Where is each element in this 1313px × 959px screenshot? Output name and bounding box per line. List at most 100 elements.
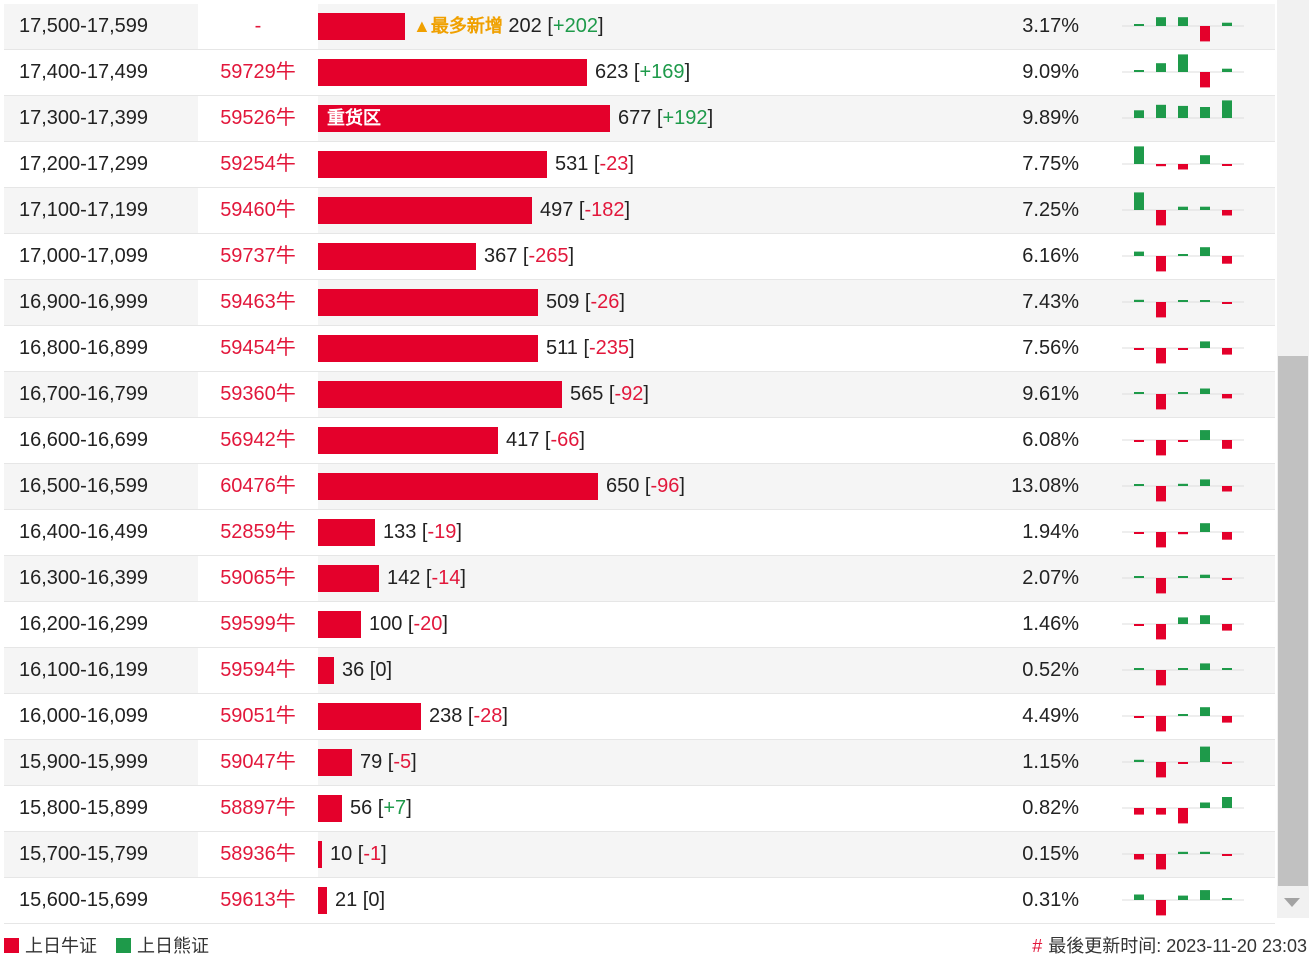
count-bar (318, 841, 322, 868)
cbbc-code-link[interactable]: 59360牛 (198, 372, 318, 417)
count-value: 417 (506, 429, 540, 451)
count-bar-cell: 367 [-265] (318, 234, 998, 279)
count-bar (318, 335, 538, 362)
table-row[interactable]: 15,800-15,899 58897牛 56 [+7] 0.82% (4, 786, 1275, 832)
count-change: +169 (639, 61, 685, 83)
table-row[interactable]: 15,900-15,999 59047牛 79 [-5] 1.15% (4, 740, 1275, 786)
table-row[interactable]: 16,400-16,499 52859牛 133 [-19] 1.94% (4, 510, 1275, 556)
count-bar-cell: 21 [0] (318, 878, 998, 923)
scrollbar-thumb[interactable] (1278, 356, 1308, 886)
sparkline-bar (1178, 254, 1188, 256)
table-row[interactable]: 16,100-16,199 59594牛 36 [0] 0.52% (4, 648, 1275, 694)
price-range: 16,400-16,499 (19, 521, 149, 543)
trend-sparkline (1122, 299, 1244, 318)
bear-swatch-icon (116, 938, 132, 953)
cbbc-code-link[interactable]: 56942牛 (198, 418, 318, 463)
cbbc-code-link[interactable]: 59463牛 (198, 280, 318, 325)
table-row[interactable]: 16,000-16,099 59051牛 238 [-28] 4.49% (4, 694, 1275, 740)
last-updated-text: 最後更新时间: 2023-11-20 23:03 (1048, 936, 1307, 956)
sparkline-bar (1156, 486, 1166, 502)
count-bar (318, 703, 421, 730)
count-bar: 重货区 (318, 105, 610, 132)
cbbc-code-link[interactable]: 58936牛 (198, 832, 318, 877)
sparkline-bar (1156, 578, 1166, 594)
sparkline-bar (1222, 624, 1232, 631)
sparkline-bar (1156, 256, 1166, 272)
count-bar-cell: 79 [-5] (318, 740, 998, 785)
sparkline-bar (1178, 300, 1188, 302)
sparkline-bar (1200, 155, 1210, 164)
count-change: -5 (393, 751, 412, 773)
table-row[interactable]: 16,600-16,699 56942牛 417 [-66] 6.08% (4, 418, 1275, 464)
table-row[interactable]: 16,200-16,299 59599牛 100 [-20] 1.46% (4, 602, 1275, 648)
cbbc-code-link[interactable]: 59254牛 (198, 142, 318, 187)
sparkline-bar (1200, 802, 1210, 808)
table-row[interactable]: 16,900-16,999 59463牛 509 [-26] 7.43% (4, 280, 1275, 326)
cbbc-distribution-table: 17,500-17,599 - ▲最多新增 202 [+202] 3.17% 17,40… (4, 4, 1275, 924)
count-info: 79 [-5] (360, 751, 417, 773)
sparkline-bar (1178, 105, 1188, 118)
sparkline-bar (1178, 54, 1188, 72)
table-row[interactable]: 15,600-15,699 59613牛 21 [0] 0.31% (4, 878, 1275, 924)
cbbc-code-link[interactable]: - (198, 4, 318, 49)
count-bar (318, 151, 547, 178)
table-row[interactable]: 17,300-17,399 59526牛 重货区 677 [+192] 9.89% (4, 96, 1275, 142)
legend-bull: 上日牛证 (4, 934, 97, 958)
trend-sparkline (1122, 479, 1244, 502)
percentage: 7.25% (1022, 199, 1079, 221)
sparkline-bar (1134, 440, 1144, 442)
table-row[interactable]: 17,000-17,099 59737牛 367 [-265] 6.16% (4, 234, 1275, 280)
table-row[interactable]: 15,700-15,799 58936牛 10 [-1] 0.15% (4, 832, 1275, 878)
percentage: 0.15% (1022, 843, 1079, 865)
cbbc-code-link[interactable]: 59729牛 (198, 50, 318, 95)
sparkline-bar (1200, 430, 1210, 440)
count-bar-cell: 133 [-19] (318, 510, 998, 555)
percentage: 6.16% (1022, 245, 1079, 267)
trend-sparkline (1122, 54, 1244, 88)
table-row[interactable]: 17,100-17,199 59460牛 497 [-182] 7.25% (4, 188, 1275, 234)
count-value: 142 (387, 567, 421, 589)
cbbc-code-link[interactable]: 59526牛 (198, 96, 318, 141)
sparkline-bar (1178, 851, 1188, 854)
cbbc-code-link[interactable]: 59737牛 (198, 234, 318, 279)
count-change: -182 (584, 199, 625, 221)
cbbc-code-link[interactable]: 59065牛 (198, 556, 318, 601)
table-row[interactable]: 17,400-17,499 59729牛 623 [+169] 9.09% (4, 50, 1275, 96)
percentage: 7.56% (1022, 337, 1079, 359)
count-info: 531 [-23] (555, 153, 634, 175)
cbbc-code-link[interactable]: 59613牛 (198, 878, 318, 923)
cbbc-code-link[interactable]: 58897牛 (198, 786, 318, 831)
cbbc-code-link[interactable]: 59047牛 (198, 740, 318, 785)
table-row[interactable]: 16,300-16,399 59065牛 142 [-14] 2.07% (4, 556, 1275, 602)
count-info: 417 [-66] (506, 429, 585, 451)
sparkline-bar (1200, 663, 1210, 670)
count-change: -20 (413, 613, 443, 635)
count-info: 650 [-96] (606, 475, 685, 497)
cbbc-code-link[interactable]: 59051牛 (198, 694, 318, 739)
sparkline-bar (1178, 164, 1188, 170)
percentage: 0.52% (1022, 659, 1079, 681)
cbbc-code-link[interactable]: 59599牛 (198, 602, 318, 647)
table-row[interactable]: 16,500-16,599 60476牛 650 [-96] 13.08% (4, 464, 1275, 510)
count-value: 79 (360, 751, 383, 773)
cbbc-code-link[interactable]: 60476牛 (198, 464, 318, 509)
table-row[interactable]: 17,200-17,299 59254牛 531 [-23] 7.75% (4, 142, 1275, 188)
table-row[interactable]: 16,800-16,899 59454牛 511 [-235] 7.56% (4, 326, 1275, 372)
cbbc-code-link[interactable]: 59460牛 (198, 188, 318, 233)
trend-sparkline (1122, 663, 1244, 686)
count-value: 36 (342, 659, 365, 681)
percentage: 2.07% (1022, 567, 1079, 589)
cbbc-code-link[interactable]: 59454牛 (198, 326, 318, 371)
sparkline-bar (1222, 22, 1232, 26)
scroll-down-arrow-icon[interactable] (1284, 898, 1300, 907)
sparkline-bar (1200, 851, 1210, 854)
vertical-scrollbar[interactable] (1277, 0, 1309, 918)
count-info: 142 [-14] (387, 567, 466, 589)
sparkline-bar (1134, 759, 1144, 762)
table-row[interactable]: 17,500-17,599 - ▲最多新增 202 [+202] 3.17% (4, 4, 1275, 50)
table-row[interactable]: 16,700-16,799 59360牛 565 [-92] 9.61% (4, 372, 1275, 418)
sparkline-bar (1156, 670, 1166, 686)
cbbc-code-link[interactable]: 59594牛 (198, 648, 318, 693)
legend-bear: 上日熊证 (116, 934, 209, 958)
cbbc-code-link[interactable]: 52859牛 (198, 510, 318, 555)
